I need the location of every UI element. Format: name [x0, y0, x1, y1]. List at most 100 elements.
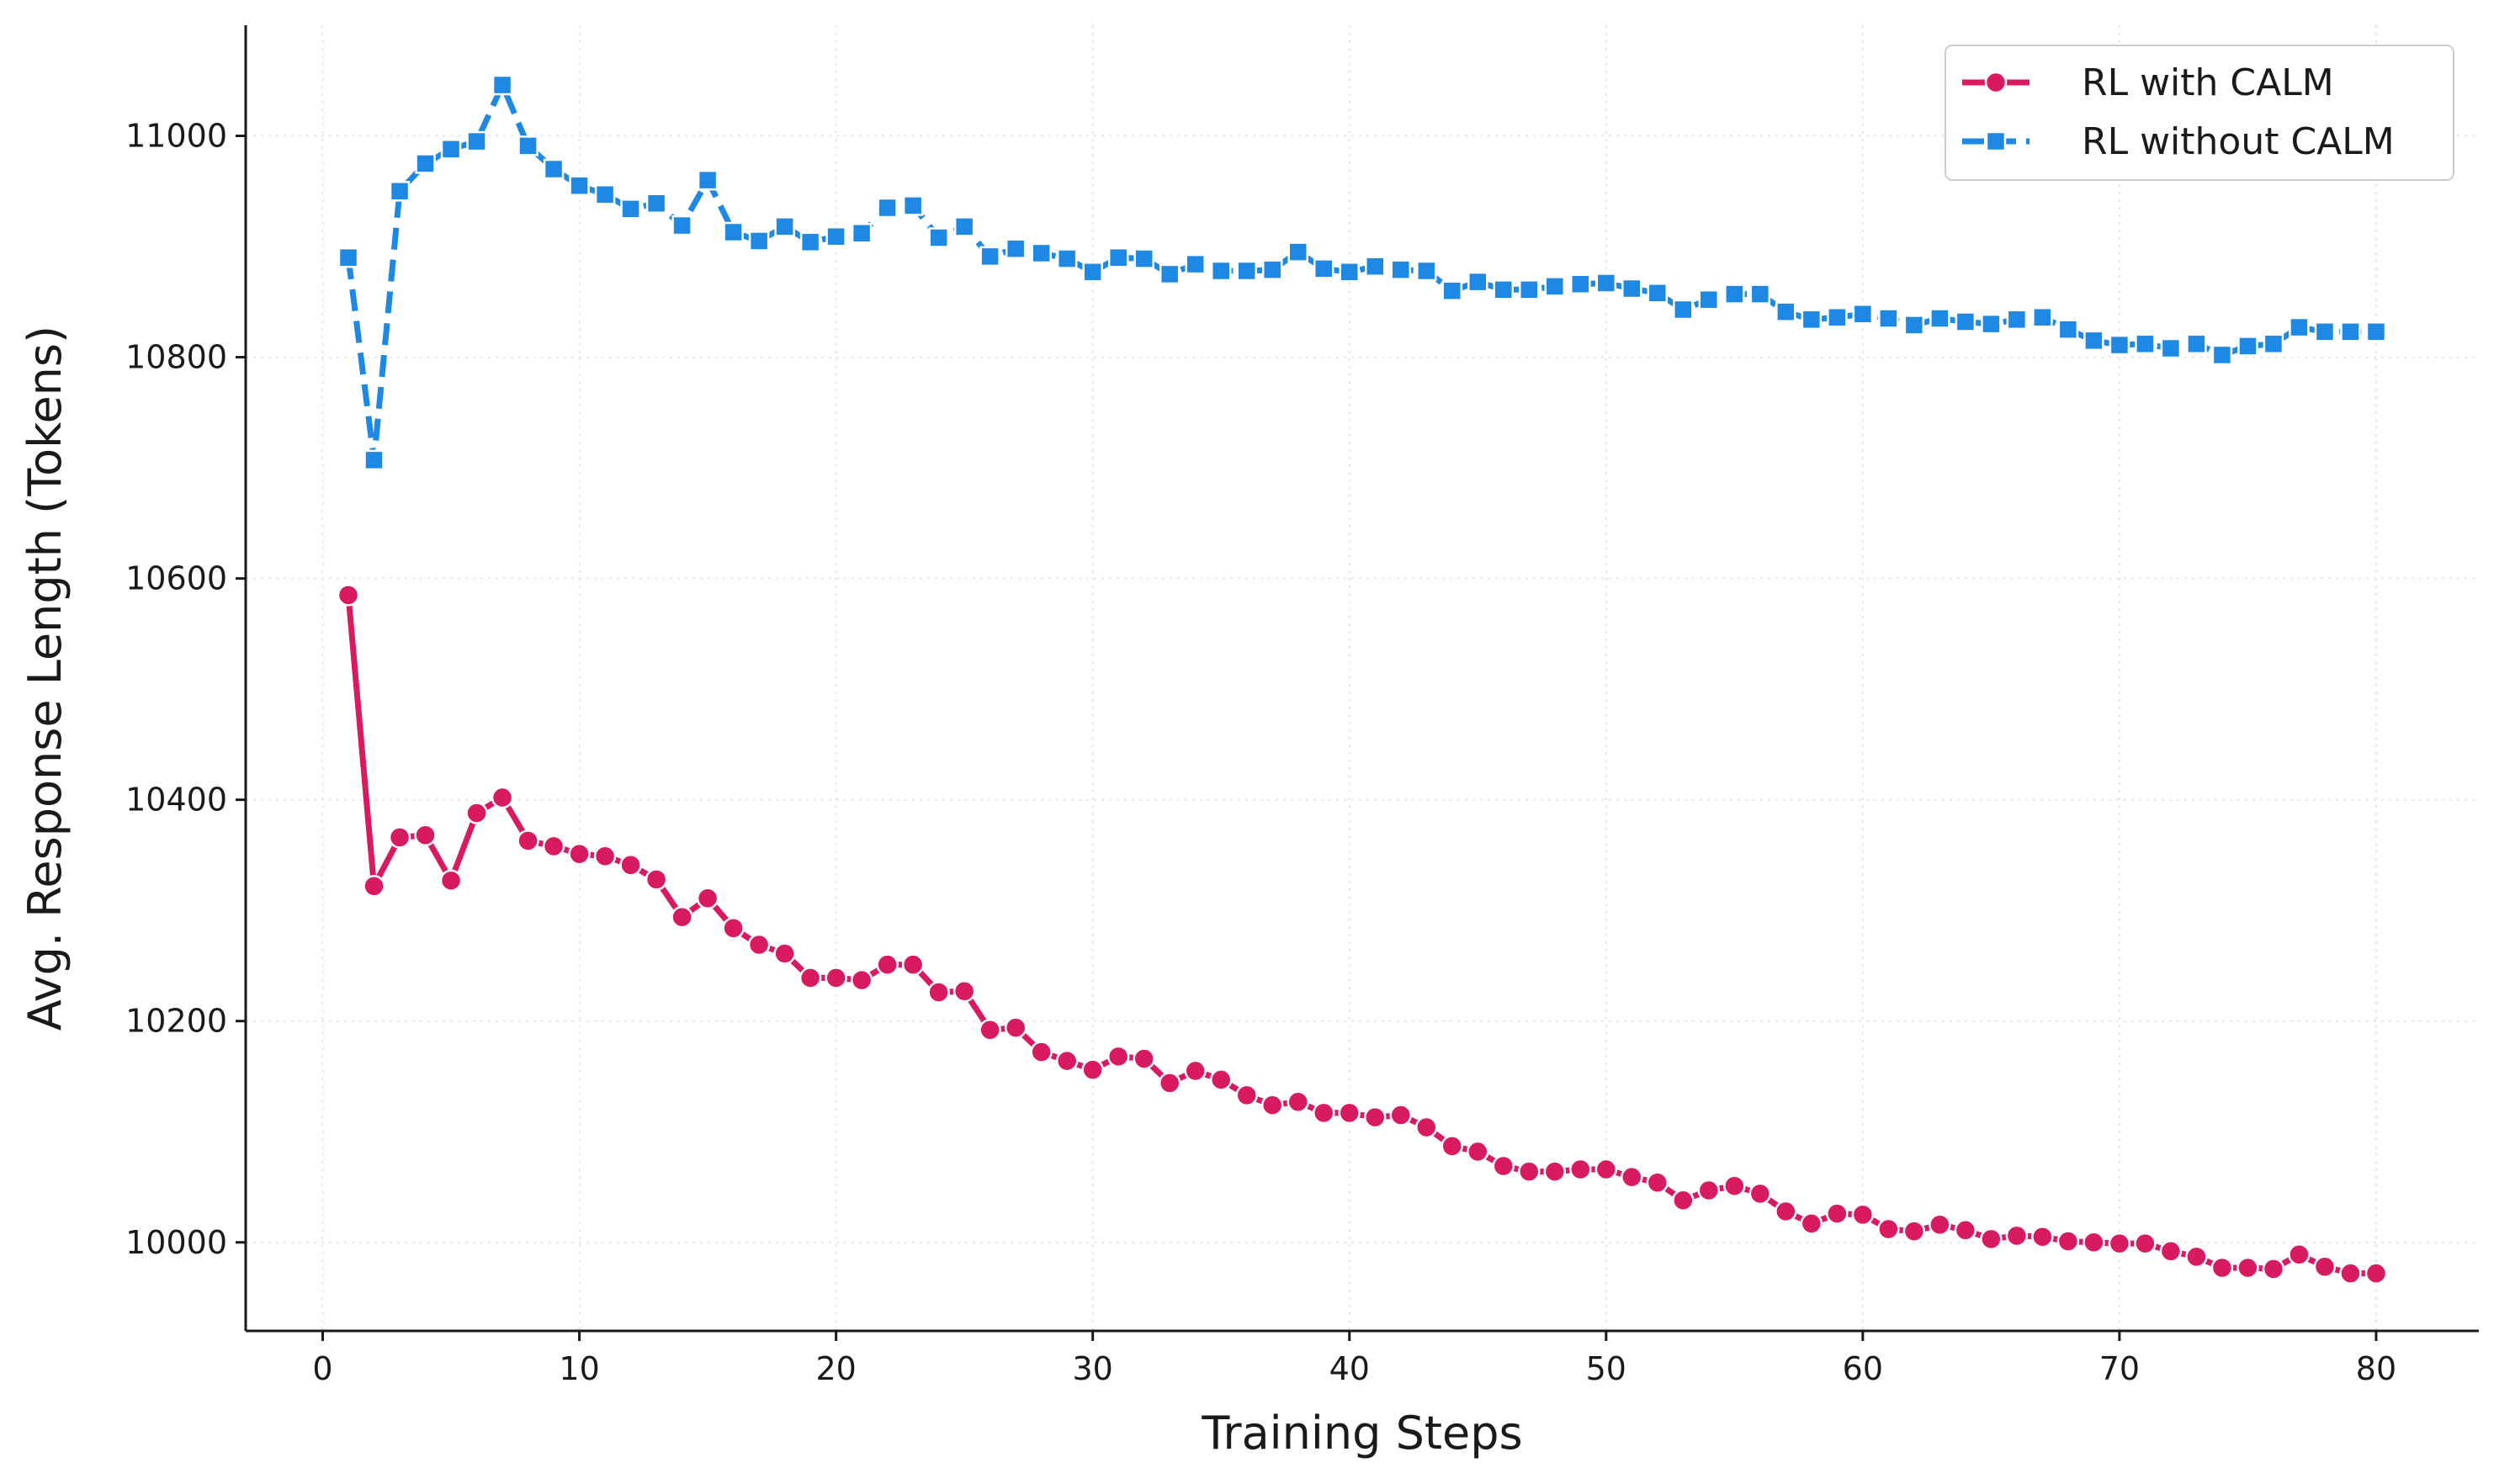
data-point: [2263, 333, 2284, 355]
data-point: [2160, 337, 2182, 359]
legend-label: RL with CALM: [2082, 61, 2334, 104]
x-tick-label: 30: [1073, 1350, 1113, 1387]
data-point: [1621, 1165, 1643, 1189]
data-point: [671, 215, 692, 236]
data-point: [1209, 1068, 1233, 1091]
data-point: [1313, 258, 1334, 279]
data-point: [1697, 1179, 1721, 1202]
data-point: [1723, 1174, 1746, 1197]
data-point: [2365, 321, 2387, 342]
data-point: [1852, 304, 1874, 325]
legend-marker: [1985, 130, 2007, 152]
data-point: [2364, 1262, 2388, 1285]
data-point: [2006, 309, 2028, 331]
data-point: [440, 139, 462, 160]
data-point: [1184, 1059, 1207, 1083]
y-ticks: 10000 10200 10400 10600 10800 11000: [125, 118, 246, 1261]
data-point: [1261, 259, 1283, 280]
data-point: [1467, 271, 1488, 293]
data-point: [1493, 279, 1515, 300]
data-point: [1647, 283, 1669, 304]
data-point: [1082, 262, 1103, 283]
data-point: [697, 169, 719, 191]
data-point: [1724, 284, 1745, 305]
data-point: [696, 887, 719, 909]
data-point: [799, 967, 822, 989]
legend: RL with CALM RL without CALM: [1945, 45, 2454, 181]
data-point: [1519, 279, 1540, 300]
data-point: [337, 246, 359, 268]
data-point: [645, 193, 667, 215]
data-point: [1595, 273, 1617, 294]
data-point: [1929, 1213, 1951, 1236]
x-tick-label: 50: [1586, 1350, 1626, 1387]
data-point: [2288, 1243, 2311, 1266]
data-point: [1518, 1160, 1541, 1183]
data-point: [1441, 280, 1463, 301]
data-point: [1851, 1203, 1875, 1227]
series-2: [337, 74, 2387, 471]
data-point: [825, 225, 846, 247]
data-point: [1030, 1041, 1053, 1063]
data-point: [723, 221, 744, 243]
data-point: [2339, 1262, 2362, 1285]
series-line: [345, 595, 2376, 1277]
data-point: [1698, 289, 1720, 310]
data-point: [1467, 1140, 1489, 1163]
data-point: [2134, 1232, 2157, 1255]
data-point: [747, 933, 771, 957]
data-point: [2083, 330, 2104, 352]
data-point: [1005, 238, 1027, 259]
data-point: [2032, 306, 2053, 328]
data-point: [2340, 321, 2361, 342]
data-point: [748, 231, 770, 252]
data-point: [2159, 1240, 2183, 1263]
x-tick-label: 0: [312, 1350, 332, 1387]
data-point: [1981, 313, 2002, 335]
y-tick-label: 11000: [125, 118, 227, 155]
data-point: [2236, 1256, 2259, 1280]
data-point: [569, 175, 590, 196]
data-point: [1004, 1016, 1027, 1039]
data-point: [517, 135, 539, 156]
data-point: [671, 905, 693, 929]
data-point: [1775, 301, 1796, 322]
x-axis-label: Training Steps: [1201, 1407, 1522, 1460]
x-tick-label: 20: [815, 1350, 856, 1387]
data-point: [1544, 276, 1566, 297]
data-point: [517, 829, 539, 852]
legend-item: RL with CALM: [1962, 61, 2334, 104]
data-point: [1133, 1047, 1155, 1070]
data-point: [799, 231, 821, 253]
data-point: [1570, 273, 1591, 295]
data-point: [1339, 262, 1360, 283]
y-tick-label: 10800: [125, 339, 227, 376]
data-point: [1903, 315, 1925, 336]
data-point: [850, 968, 873, 992]
data-point: [825, 967, 847, 989]
data-point: [1673, 299, 1694, 321]
data-point: [1106, 1045, 1130, 1068]
data-point: [620, 199, 641, 220]
data-point: [1081, 1058, 1104, 1081]
data-point: [645, 868, 668, 891]
data-point: [1775, 1200, 1797, 1223]
axes: [244, 25, 2479, 1333]
data-point: [1646, 1171, 1669, 1195]
data-point: [1954, 1219, 1977, 1242]
data-point: [1158, 1072, 1181, 1094]
data-point: [2135, 333, 2156, 355]
data-point: [979, 1019, 1001, 1041]
data-point: [1185, 253, 1206, 275]
data-point: [1159, 263, 1181, 285]
data-point: [491, 74, 513, 96]
y-tick-label: 10400: [125, 782, 227, 819]
data-point: [1800, 1212, 1823, 1235]
data-point: [1416, 260, 1437, 282]
data-point: [2109, 334, 2130, 356]
data-point: [415, 153, 436, 174]
data-point: [1594, 1158, 1618, 1181]
data-point: [1826, 1202, 1849, 1225]
data-point: [1055, 1049, 1079, 1073]
